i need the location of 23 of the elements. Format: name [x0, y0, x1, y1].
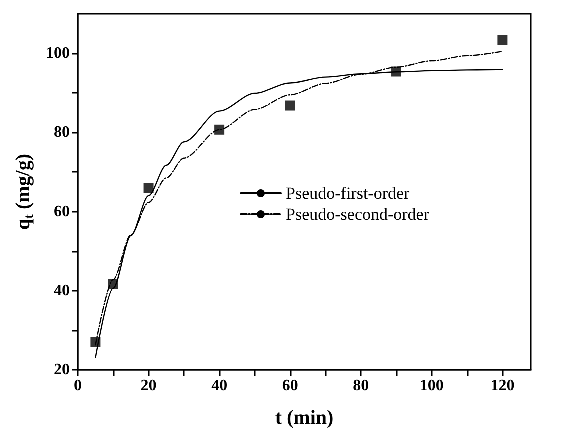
y-tick-label: 60 — [54, 203, 70, 220]
x-tick-label: 0 — [74, 378, 82, 394]
x-axis-title: t (min) — [275, 407, 334, 429]
point — [144, 183, 154, 194]
point — [285, 100, 296, 111]
legend-label: Pseudo-second-order — [286, 205, 430, 224]
x-tick-label: 100 — [420, 378, 444, 394]
legend-label: Pseudo-first-order — [286, 184, 410, 203]
x-tick-label: 20 — [140, 378, 157, 394]
y-axis-title: qt (mg/g) — [12, 154, 36, 230]
point — [498, 36, 508, 46]
x-tick-label: 120 — [490, 378, 515, 394]
y-tick-label: 20 — [54, 362, 70, 378]
point — [108, 279, 118, 290]
point — [214, 124, 225, 135]
x-tick-label: 60 — [282, 378, 298, 394]
x-tick-label: 40 — [212, 378, 228, 394]
y-tick-label: 80 — [54, 124, 70, 142]
x-tick-label: 80 — [353, 378, 370, 394]
point — [392, 66, 402, 77]
y-tick-label: 40 — [54, 282, 70, 300]
point — [90, 337, 101, 348]
y-tick-label: 100 — [46, 45, 70, 62]
